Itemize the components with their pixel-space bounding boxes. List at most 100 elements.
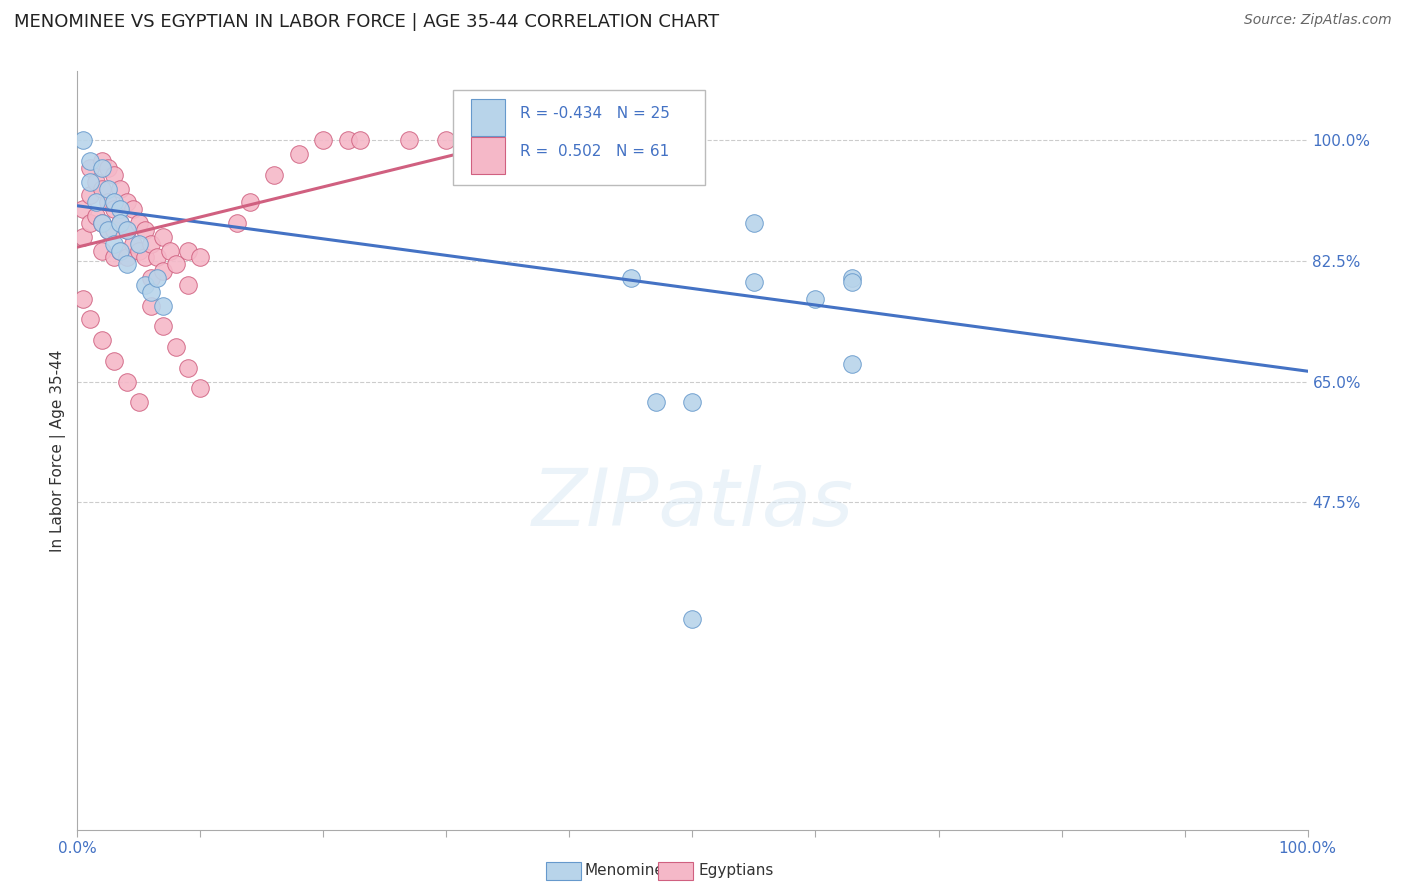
Point xyxy=(141,285,163,299)
Point xyxy=(742,275,765,289)
Point xyxy=(146,251,169,265)
Point xyxy=(103,202,125,217)
Point xyxy=(134,251,156,265)
Point xyxy=(90,216,114,230)
Point xyxy=(128,216,150,230)
Point xyxy=(841,275,863,289)
Point xyxy=(152,229,174,244)
Point xyxy=(841,271,863,285)
FancyBboxPatch shape xyxy=(471,99,506,136)
Text: R = -0.434   N = 25: R = -0.434 N = 25 xyxy=(520,106,671,121)
Point xyxy=(90,333,114,347)
Point xyxy=(128,244,150,258)
Point xyxy=(103,223,125,237)
Point xyxy=(72,202,94,217)
Point xyxy=(103,251,125,265)
Point xyxy=(841,357,863,371)
Point xyxy=(90,244,114,258)
Point xyxy=(165,340,187,354)
Point xyxy=(90,153,114,168)
Text: ZIPatlas: ZIPatlas xyxy=(531,465,853,542)
Y-axis label: In Labor Force | Age 35-44: In Labor Force | Age 35-44 xyxy=(51,350,66,551)
Point xyxy=(337,133,360,147)
Point xyxy=(110,216,132,230)
Text: Source: ZipAtlas.com: Source: ZipAtlas.com xyxy=(1244,13,1392,28)
Point xyxy=(84,195,107,210)
Point xyxy=(90,181,114,195)
Point xyxy=(190,251,212,265)
Text: Egyptians: Egyptians xyxy=(699,863,775,878)
Point xyxy=(103,195,125,210)
Point xyxy=(398,133,420,147)
Point xyxy=(226,216,249,230)
Point xyxy=(121,202,143,217)
Point xyxy=(496,133,519,147)
Point xyxy=(436,133,458,147)
Point xyxy=(152,299,174,313)
Point xyxy=(141,299,163,313)
Point xyxy=(72,229,94,244)
Point xyxy=(152,264,174,278)
Point xyxy=(128,236,150,251)
Point xyxy=(620,271,643,285)
Point xyxy=(79,175,101,189)
Point xyxy=(72,133,94,147)
Point xyxy=(804,292,827,306)
Point xyxy=(97,181,120,195)
Point xyxy=(177,360,200,375)
Point xyxy=(115,257,138,271)
Point xyxy=(110,181,132,195)
Point xyxy=(115,251,138,265)
Point xyxy=(110,244,132,258)
Point xyxy=(103,354,125,368)
Point xyxy=(121,236,143,251)
Point xyxy=(115,223,138,237)
Point xyxy=(239,195,262,210)
Point xyxy=(103,236,125,251)
Point xyxy=(165,257,187,271)
Point xyxy=(97,223,120,237)
Point xyxy=(103,168,125,182)
Point xyxy=(141,236,163,251)
Point xyxy=(90,161,114,175)
Point xyxy=(110,202,132,217)
Point xyxy=(79,153,101,168)
Point xyxy=(110,216,132,230)
Point xyxy=(682,612,704,626)
Text: R =  0.502   N = 61: R = 0.502 N = 61 xyxy=(520,145,669,160)
Point xyxy=(134,278,156,293)
Point xyxy=(115,195,138,210)
Point xyxy=(141,271,163,285)
FancyBboxPatch shape xyxy=(471,137,506,174)
Point xyxy=(682,133,704,147)
Point xyxy=(115,223,138,237)
Point xyxy=(79,161,101,175)
Point xyxy=(84,175,107,189)
Point xyxy=(110,244,132,258)
Point xyxy=(159,244,181,258)
Text: Menominee: Menominee xyxy=(585,863,675,878)
Point xyxy=(682,395,704,409)
Point xyxy=(84,209,107,223)
Text: MENOMINEE VS EGYPTIAN IN LABOR FORCE | AGE 35-44 CORRELATION CHART: MENOMINEE VS EGYPTIAN IN LABOR FORCE | A… xyxy=(14,13,720,31)
Point xyxy=(312,133,335,147)
Point xyxy=(349,133,371,147)
Point xyxy=(79,312,101,326)
Point xyxy=(177,244,200,258)
Point xyxy=(134,223,156,237)
Point xyxy=(97,161,120,175)
Point xyxy=(128,395,150,409)
Point xyxy=(263,168,285,182)
Point xyxy=(152,319,174,334)
Point xyxy=(288,147,311,161)
Point xyxy=(79,216,101,230)
Point xyxy=(644,395,666,409)
Point xyxy=(177,278,200,293)
Point xyxy=(115,375,138,389)
Point xyxy=(90,216,114,230)
Point xyxy=(190,381,212,395)
Point xyxy=(97,223,120,237)
FancyBboxPatch shape xyxy=(453,90,704,186)
Point xyxy=(97,195,120,210)
Point xyxy=(79,188,101,202)
